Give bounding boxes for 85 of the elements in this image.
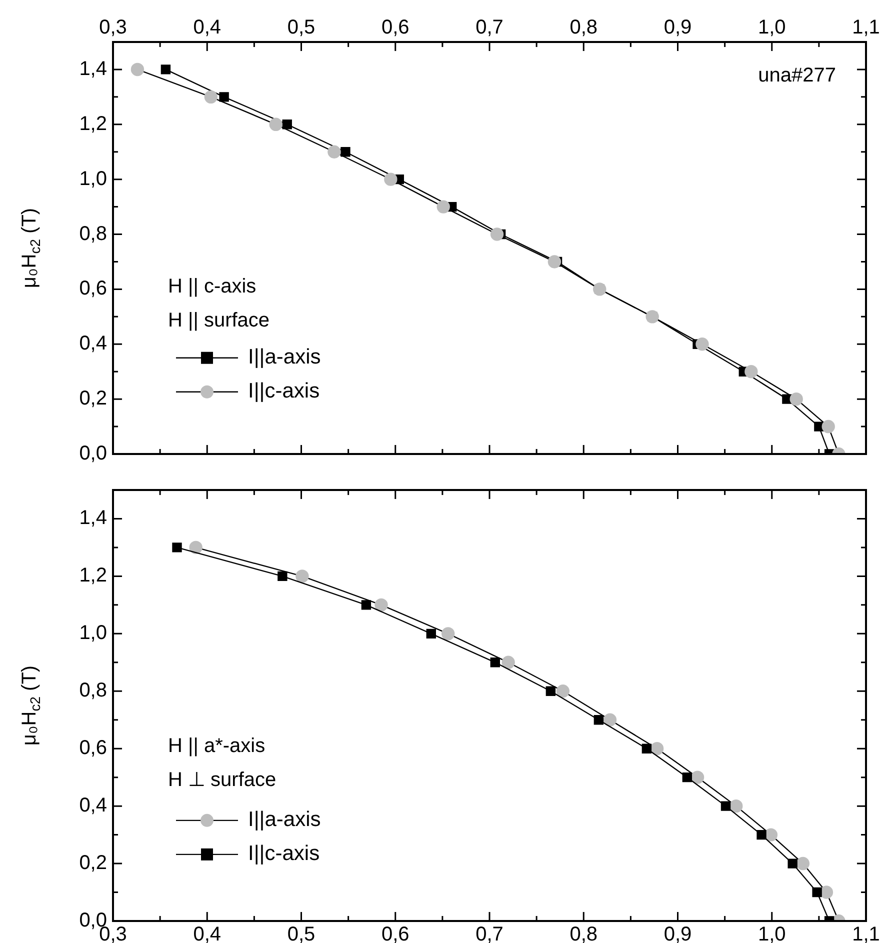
annotation: H ⊥ surface bbox=[168, 769, 276, 792]
y-tick-label: 0,8 bbox=[79, 222, 107, 245]
point bbox=[269, 118, 282, 131]
x-tick-label: 0,9 bbox=[664, 16, 692, 39]
point bbox=[548, 255, 562, 268]
point bbox=[720, 801, 731, 811]
point bbox=[696, 338, 709, 351]
point bbox=[603, 713, 617, 726]
y-axis-title: μ₀Hc2 (T) bbox=[18, 208, 43, 288]
x-tick-label: 0,4 bbox=[193, 924, 222, 943]
y-tick-label: 1,0 bbox=[79, 622, 107, 644]
y-tick-label: 0,4 bbox=[79, 794, 107, 817]
x-tick-label: 0,5 bbox=[287, 924, 316, 943]
point bbox=[361, 600, 372, 610]
point bbox=[788, 858, 798, 868]
point bbox=[282, 120, 292, 130]
legend-label: I||a-axis bbox=[248, 808, 321, 832]
point bbox=[490, 228, 504, 241]
point bbox=[650, 742, 664, 756]
point bbox=[814, 422, 824, 432]
point bbox=[130, 62, 144, 76]
point bbox=[189, 540, 202, 554]
y-tick-label: 1,2 bbox=[79, 112, 107, 135]
point bbox=[744, 365, 758, 378]
x-tick-label: 0,8 bbox=[570, 924, 598, 943]
point bbox=[328, 145, 341, 158]
point bbox=[690, 770, 704, 784]
point bbox=[594, 715, 604, 725]
x-tick-label: 1,1 bbox=[852, 16, 880, 39]
point bbox=[160, 64, 171, 74]
y-tick-label: 1,2 bbox=[79, 564, 107, 587]
y-tick-label: 0,6 bbox=[79, 278, 107, 300]
point bbox=[822, 420, 835, 434]
point bbox=[219, 92, 229, 102]
x-tick-label: 0,7 bbox=[476, 16, 504, 39]
point bbox=[441, 627, 455, 640]
y-tick-label: 1,0 bbox=[79, 168, 107, 190]
x-tick-label: 0,6 bbox=[381, 924, 410, 943]
point bbox=[682, 772, 692, 782]
point bbox=[546, 686, 556, 696]
y-tick-label: 0,0 bbox=[79, 442, 107, 465]
x-tick-label: 0,6 bbox=[381, 16, 410, 39]
x-tick-label: 0,3 bbox=[99, 16, 127, 39]
x-tick-label: 1,0 bbox=[758, 16, 786, 39]
y-tick-label: 0,4 bbox=[79, 332, 107, 355]
x-tick-label: 0,9 bbox=[664, 924, 692, 943]
point bbox=[490, 658, 500, 668]
point bbox=[642, 744, 652, 754]
x-tick-label: 0,8 bbox=[570, 16, 598, 39]
x-tick-label: 0,7 bbox=[476, 924, 504, 943]
annotation: H || c-axis bbox=[168, 276, 256, 298]
point bbox=[820, 886, 834, 899]
x-tick-label: 1,1 bbox=[852, 924, 880, 943]
y-tick-label: 0,8 bbox=[79, 680, 107, 702]
legend-label: I||a-axis bbox=[248, 346, 321, 369]
point bbox=[502, 656, 515, 669]
y-tick-label: 1,4 bbox=[79, 58, 107, 80]
point bbox=[204, 90, 218, 104]
y-axis-title: μ₀Hc2 (T) bbox=[18, 665, 43, 746]
point bbox=[278, 571, 288, 582]
annotation: H || a*-axis bbox=[168, 735, 266, 758]
y-tick-label: 0,2 bbox=[79, 852, 107, 874]
point bbox=[556, 684, 570, 698]
x-tick-label: 1,0 bbox=[758, 924, 786, 943]
annotation: una#277 bbox=[758, 64, 836, 87]
point bbox=[426, 628, 436, 639]
x-tick-label: 0,4 bbox=[193, 16, 222, 39]
point bbox=[340, 147, 350, 157]
point bbox=[756, 830, 766, 840]
legend-label: I||c-axis bbox=[248, 842, 320, 866]
x-tick-label: 0,5 bbox=[287, 16, 316, 39]
point bbox=[790, 392, 803, 406]
point bbox=[384, 172, 398, 186]
point bbox=[730, 799, 743, 813]
point bbox=[296, 570, 309, 583]
point bbox=[796, 856, 810, 870]
annotation: H || surface bbox=[168, 310, 270, 332]
point bbox=[436, 200, 450, 214]
y-tick-label: 0,2 bbox=[79, 388, 107, 410]
point bbox=[172, 542, 182, 552]
y-tick-label: 0,6 bbox=[79, 737, 107, 760]
point bbox=[812, 887, 822, 898]
point bbox=[374, 598, 388, 612]
y-tick-label: 1,4 bbox=[79, 507, 107, 530]
legend-label: I||c-axis bbox=[248, 380, 320, 403]
